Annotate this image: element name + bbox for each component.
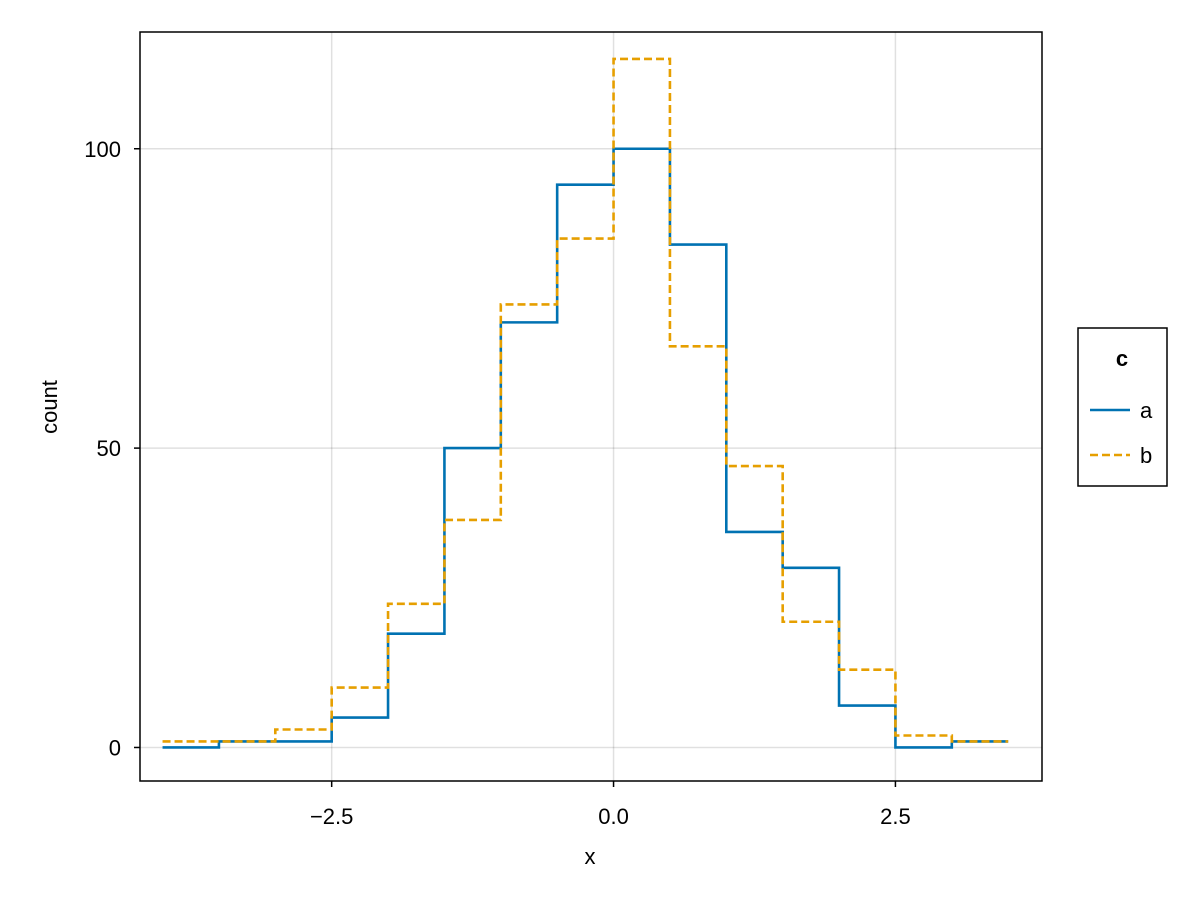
series-layer — [162, 57, 1009, 749]
x-tick-labels: −2.5 0.0 2.5 — [310, 804, 911, 829]
y-tick-label: 50 — [97, 436, 121, 461]
grid-lines — [140, 32, 1042, 781]
plot-area-frame — [139, 31, 1043, 782]
x-axis-title: x — [585, 844, 596, 869]
legend: c a b — [1077, 327, 1168, 487]
legend-box — [1077, 327, 1168, 487]
legend-label-a: a — [1140, 398, 1153, 423]
y-axis-title: count — [37, 380, 62, 434]
series-b-line — [162, 57, 1009, 743]
x-tick-label: −2.5 — [310, 804, 353, 829]
x-tick-label: 0.0 — [598, 804, 629, 829]
y-tick-label: 100 — [84, 137, 121, 162]
x-tick-label: 2.5 — [880, 804, 911, 829]
legend-title: c — [1116, 346, 1128, 371]
y-tick-labels: 0 50 100 — [84, 137, 121, 761]
y-tick-label: 0 — [109, 735, 121, 760]
legend-label-b: b — [1140, 443, 1152, 468]
axis-ticks — [134, 148, 897, 787]
